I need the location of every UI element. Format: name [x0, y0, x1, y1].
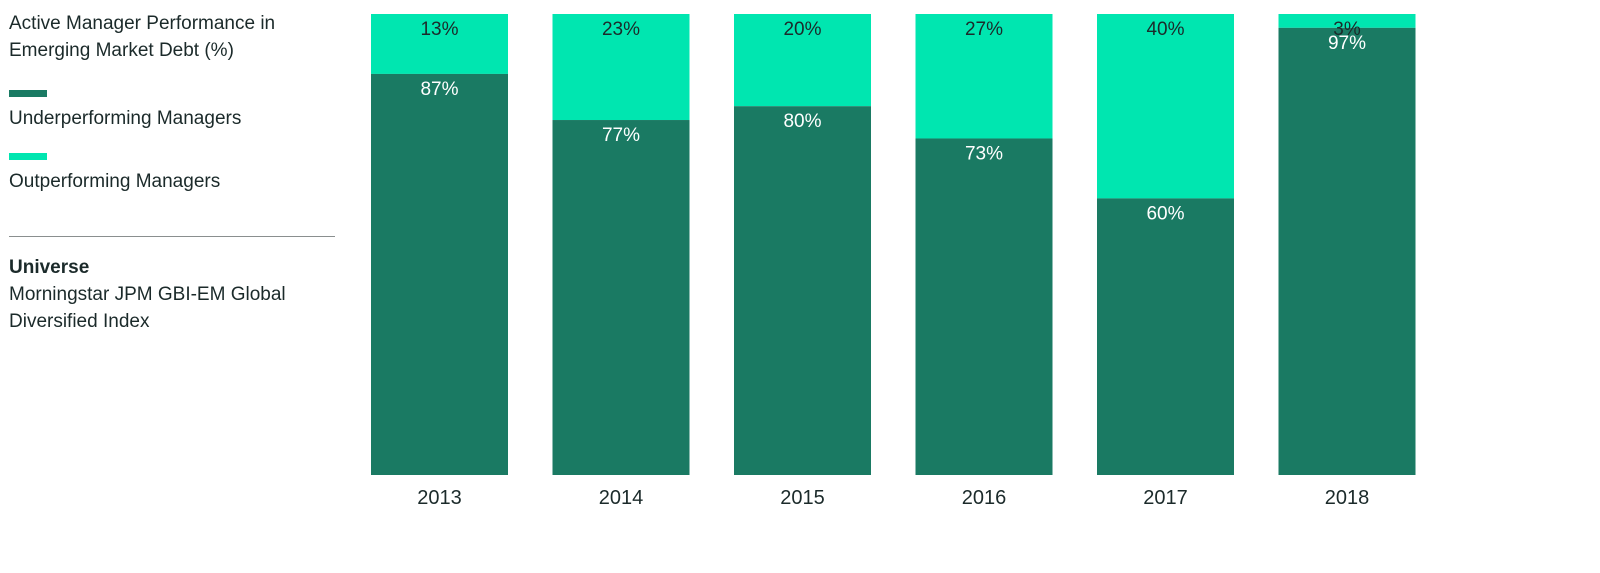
bar-outperforming-2017: [1097, 14, 1234, 199]
x-tick-label-2013: 2013: [417, 487, 462, 509]
chart-title-line-1: Active Manager Performance in: [9, 13, 276, 34]
bar-underperforming-2014: [552, 120, 690, 475]
divider: [9, 236, 335, 237]
x-tick-label-2016: 2016: [962, 487, 1007, 509]
bar-underperforming-2015: [734, 106, 871, 475]
bar-underperforming-2018: [1278, 27, 1416, 476]
data-label-underperforming-2018: 97%: [1328, 33, 1366, 54]
data-label-outperforming-2014: 23%: [602, 19, 640, 40]
chart-title: Active Manager Performance in Emerging M…: [9, 10, 329, 64]
bar-outperforming-2015: [734, 14, 871, 107]
x-tick-label-2017: 2017: [1143, 487, 1188, 509]
data-label-outperforming-2017: 40%: [1146, 19, 1184, 40]
bar-underperforming-2013: [371, 73, 508, 476]
data-label-underperforming-2014: 77%: [602, 125, 640, 146]
legend-item-outperforming: Outperforming Managers: [9, 153, 329, 194]
x-tick-label-2014: 2014: [599, 487, 644, 509]
bar-outperforming-2014: [552, 14, 690, 121]
universe-line-1: Morningstar JPM GBI-EM Global: [9, 284, 286, 305]
legend-swatch-outperforming: [9, 153, 47, 160]
x-tick-label-2015: 2015: [780, 487, 825, 509]
bar-outperforming-2013: [371, 14, 508, 74]
data-label-outperforming-2018: 3%: [1333, 19, 1361, 40]
data-label-outperforming-2015: 20%: [783, 19, 821, 40]
data-label-underperforming-2013: 87%: [420, 79, 458, 100]
legend-swatch-underperforming: [9, 90, 47, 97]
data-label-underperforming-2015: 80%: [783, 111, 821, 132]
bar-outperforming-2016: [915, 14, 1053, 139]
legend-item-underperforming: Underperforming Managers: [9, 90, 329, 131]
bar-underperforming-2016: [915, 138, 1053, 475]
x-tick-label-2018: 2018: [1325, 487, 1370, 509]
legend-panel: Active Manager Performance in Emerging M…: [9, 10, 335, 335]
universe-line-2: Diversified Index: [9, 311, 150, 332]
data-label-outperforming-2013: 13%: [420, 19, 458, 40]
bar-underperforming-2017: [1097, 198, 1234, 475]
data-label-outperforming-2016: 27%: [965, 19, 1003, 40]
data-label-underperforming-2017: 60%: [1146, 203, 1184, 224]
chart-title-line-2: Emerging Market Debt (%): [9, 40, 234, 61]
legend-label-outperforming: Outperforming Managers: [9, 171, 221, 192]
universe-heading: Universe: [9, 257, 90, 278]
data-label-underperforming-2016: 73%: [965, 143, 1003, 164]
bar-outperforming-2018: [1278, 14, 1416, 28]
legend-label-underperforming: Underperforming Managers: [9, 108, 242, 129]
